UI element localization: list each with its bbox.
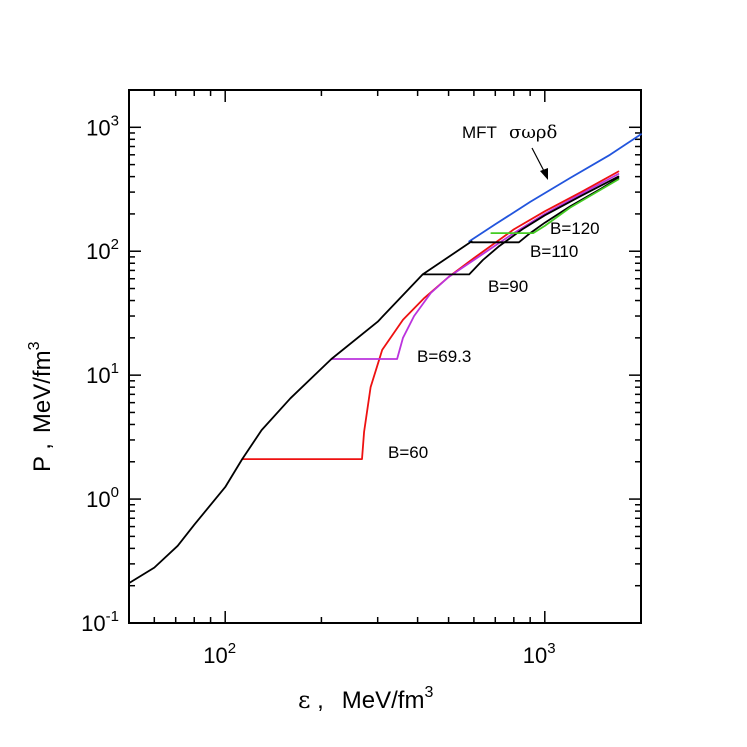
y-axis-sep: ,: [29, 443, 56, 456]
x-axis-sup: 3: [424, 684, 433, 701]
x-tick-label: 103: [523, 640, 556, 668]
annotation-mft: MFT σωρδ: [462, 122, 557, 143]
y-axis-symbol: P: [29, 456, 56, 472]
series-line-mft: [468, 133, 642, 243]
annotation-b90: B=90: [488, 277, 528, 296]
y-tick-label: 102: [86, 236, 119, 264]
y-tick-label: 10-1: [81, 608, 119, 636]
y-axis-sup: 3: [26, 341, 43, 350]
annotation-mft-greek: σωρδ: [509, 122, 557, 143]
series-line-b-60: [241, 170, 620, 460]
y-axis-unit: MeV/fm: [29, 350, 56, 433]
x-tick-label: 102: [203, 640, 236, 668]
y-tick-label: 101: [86, 360, 119, 388]
series-line-b-90: [421, 175, 620, 276]
annotation-b693: B=69.3: [417, 347, 471, 366]
x-axis-sep: ,: [310, 687, 323, 714]
y-tick-label: 103: [86, 112, 119, 140]
mft-arrow-head: [540, 168, 548, 180]
axis-ticks: [128, 89, 642, 624]
x-axis-symbol: ε: [298, 686, 310, 714]
annotation-b60: B=60: [388, 443, 428, 462]
annotation-mft-label: MFT: [462, 123, 497, 142]
y-tick-label: 100: [86, 484, 119, 512]
series-line-b-120: [490, 178, 620, 234]
axis-tick-labels: 102 103 10-1 100 101 102 103: [81, 112, 555, 668]
annotation-b120: B=120: [550, 219, 600, 238]
series-layer: [128, 133, 642, 584]
x-axis-unit: MeV/fm: [342, 687, 425, 714]
mft-arrow-line: [531, 147, 546, 174]
series-line-b-69-3: [330, 173, 620, 360]
plot-frame: [128, 89, 642, 624]
series-line-hadronic: [128, 240, 473, 584]
annotation-b110: B=110: [530, 242, 578, 261]
x-axis-title: ε , MeV/fm3: [298, 684, 433, 714]
y-axis-title: P , MeV/fm3: [26, 341, 56, 472]
